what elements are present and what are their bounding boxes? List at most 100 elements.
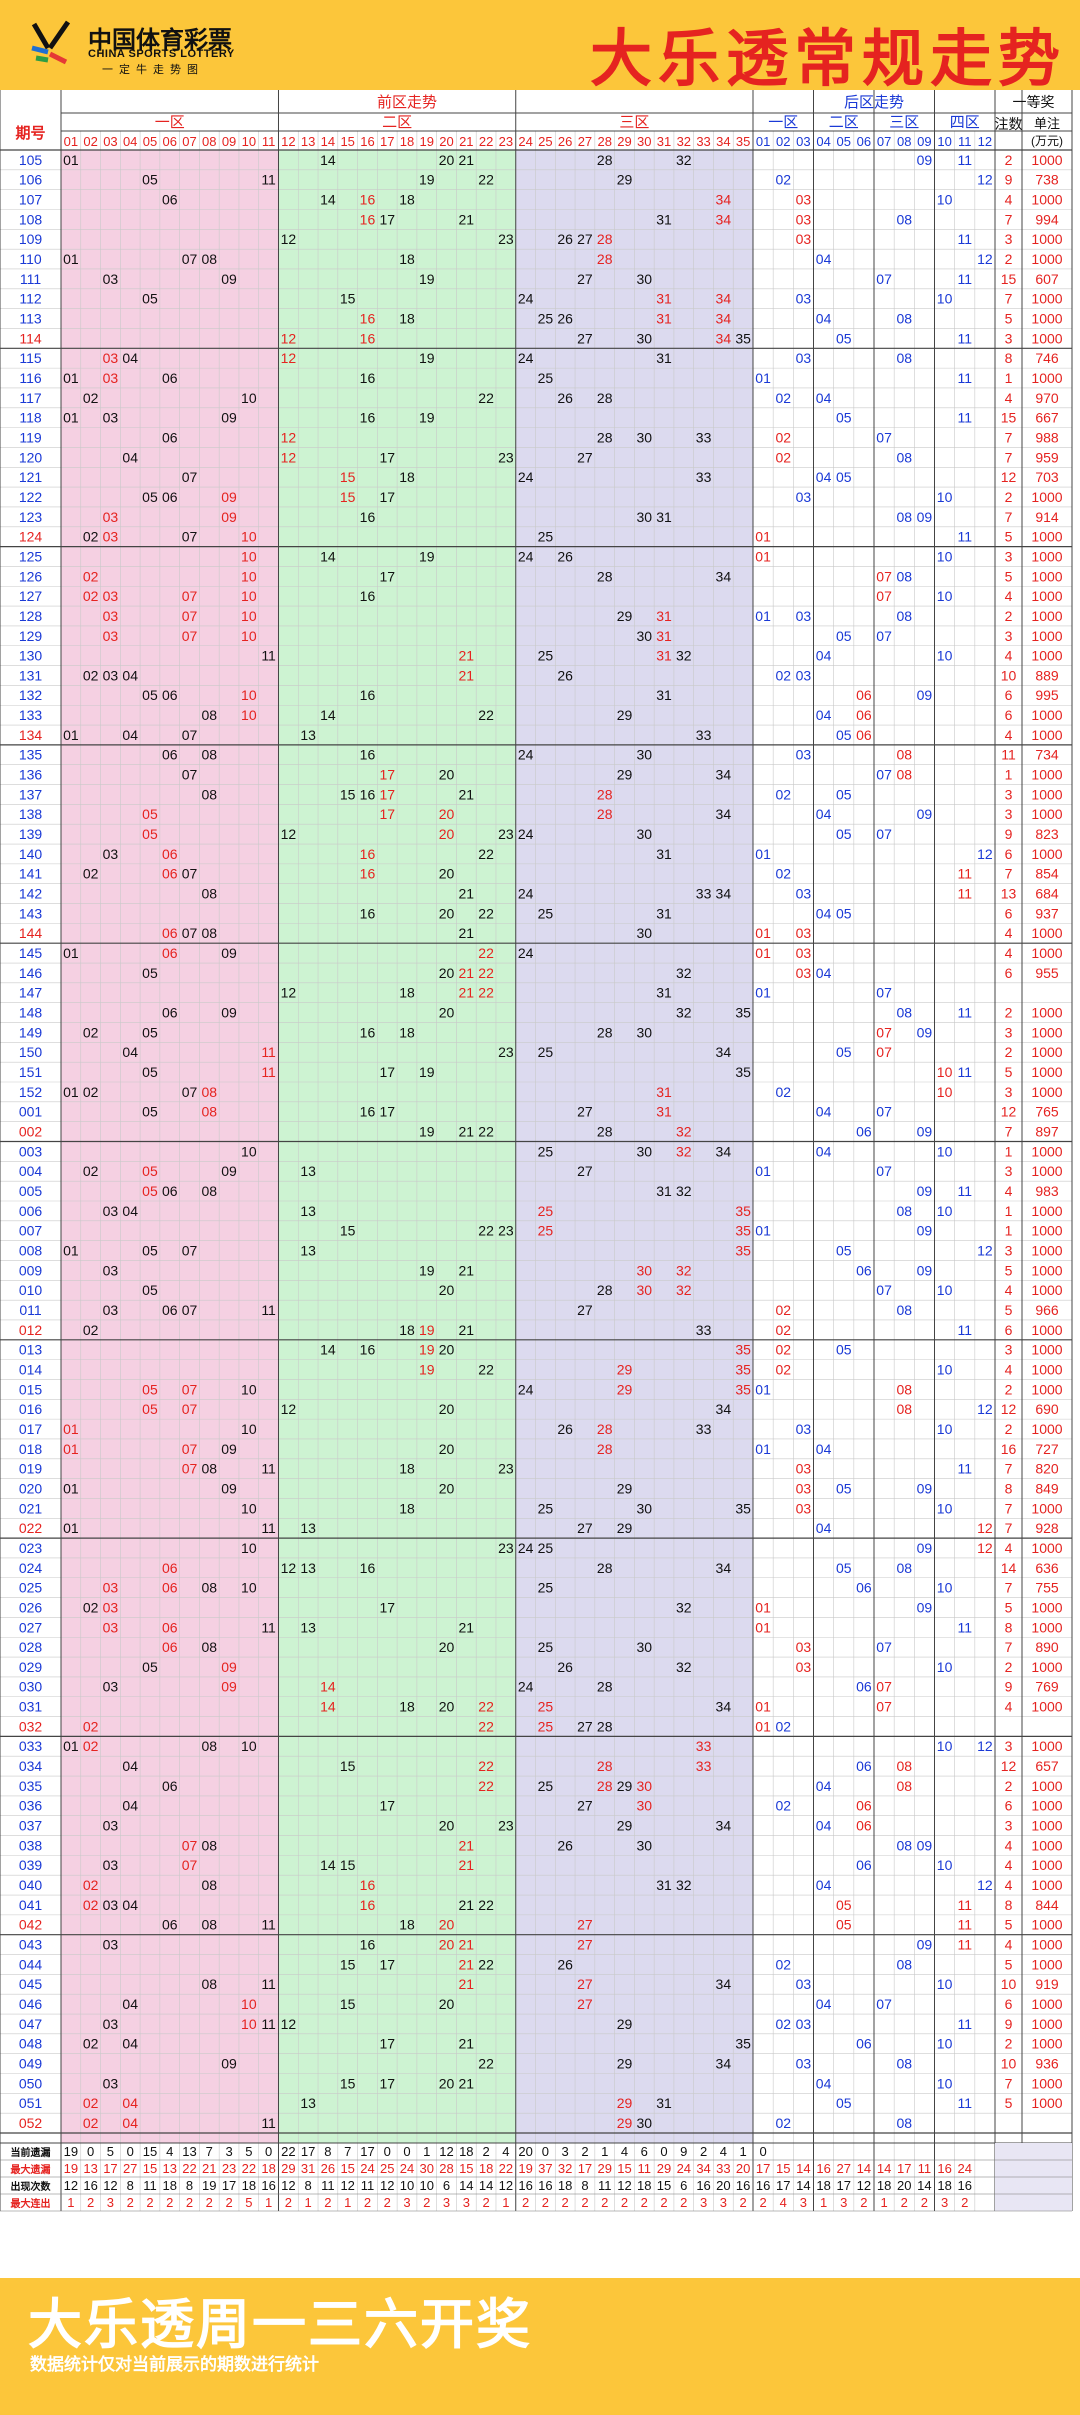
front-number-header: 11	[262, 134, 276, 149]
stat-value: 2	[700, 2144, 707, 2159]
period-number: 048	[19, 2036, 43, 2052]
front-ball: 11	[261, 2115, 276, 2131]
stat-value: 14	[917, 2178, 931, 2193]
front-ball: 31	[656, 1183, 672, 1199]
front-ball: 29	[617, 172, 633, 188]
front-number-header: 15	[340, 134, 354, 149]
back-ball: 12	[977, 1401, 993, 1417]
prize-amount: 738	[1035, 172, 1059, 188]
front-ball: 16	[360, 905, 376, 921]
back-number-header: 08	[897, 134, 911, 149]
front-number-header: 31	[657, 134, 671, 149]
back-ball: 04	[816, 905, 832, 921]
prize-amount: 1000	[1031, 1778, 1062, 1794]
prize-amount: 684	[1035, 886, 1059, 902]
front-ball: 07	[182, 727, 198, 743]
front-ball: 22	[478, 1956, 494, 1972]
front-number-header: 32	[677, 134, 691, 149]
front-ball: 08	[201, 1084, 217, 1100]
stat-value: 14	[796, 2161, 810, 2176]
front-number-header: 23	[499, 134, 513, 149]
front-ball: 16	[360, 509, 376, 525]
front-ball: 31	[656, 1104, 672, 1120]
front-ball: 25	[538, 1778, 554, 1794]
back-ball: 02	[775, 390, 791, 406]
stat-value: 16	[937, 2161, 951, 2176]
back-ball: 04	[816, 648, 832, 664]
front-ball: 24	[518, 291, 534, 307]
front-ball: 21	[459, 1837, 475, 1853]
front-ball: 28	[597, 786, 613, 802]
prize-amount: 1000	[1031, 330, 1062, 346]
stat-value: 0	[542, 2144, 549, 2159]
front-ball: 33	[696, 727, 712, 743]
winner-count: 10	[1001, 2056, 1017, 2072]
stat-value: 5	[107, 2144, 114, 2159]
front-ball: 34	[716, 1976, 732, 1992]
front-number-header: 25	[538, 134, 552, 149]
stat-value: 2	[186, 2195, 193, 2210]
front-ball: 20	[439, 866, 455, 882]
stat-value: 24	[677, 2161, 691, 2176]
winner-count: 5	[1005, 310, 1013, 326]
front-ball: 05	[142, 1659, 158, 1675]
back-ball: 06	[856, 1580, 872, 1596]
back-ball: 01	[755, 846, 771, 862]
prize-amount: 1000	[1031, 1084, 1062, 1100]
front-ball: 10	[241, 707, 257, 723]
front-ball: 11	[261, 1976, 276, 1992]
logo-chinese-name: 中国体育彩票	[88, 27, 232, 54]
front-number-header: 24	[518, 134, 532, 149]
front-ball: 33	[696, 1738, 712, 1754]
back-ball: 08	[896, 747, 912, 763]
back-ball: 03	[796, 2056, 812, 2072]
back-ball: 10	[937, 1361, 953, 1377]
winner-count: 3	[1005, 1818, 1013, 1834]
front-ball: 05	[142, 1163, 158, 1179]
page-title: 大乐透常规走势	[589, 26, 1066, 94]
front-ball: 24	[518, 1381, 534, 1397]
back-ball: 08	[896, 211, 912, 227]
stat-label: 最大遗漏	[11, 2163, 51, 2176]
unit-sub-heading: (万元)	[1031, 134, 1063, 148]
front-ball: 01	[63, 1480, 79, 1496]
front-ball: 28	[597, 251, 613, 267]
front-ball: 16	[360, 588, 376, 604]
front-ball: 34	[716, 330, 732, 346]
footer-title: 大乐透周一三六开奖	[28, 2295, 532, 2355]
front-ball: 06	[162, 747, 178, 763]
front-ball: 24	[518, 886, 534, 902]
prize-amount: 1000	[1031, 1738, 1062, 1754]
stat-value: 14	[857, 2161, 871, 2176]
back-ball: 08	[896, 1203, 912, 1219]
back-ball: 10	[937, 1084, 953, 1100]
stat-value: 2	[680, 2195, 687, 2210]
front-ball: 08	[201, 1877, 217, 1893]
front-ball: 07	[182, 1084, 198, 1100]
stat-value: 7	[344, 2144, 351, 2159]
winner-count: 5	[1005, 1956, 1013, 1972]
prize-amount: 1000	[1031, 727, 1062, 743]
front-ball: 19	[419, 1342, 435, 1358]
front-ball: 07	[182, 251, 198, 267]
front-ball: 30	[636, 1024, 652, 1040]
back-ball: 08	[896, 2056, 912, 2072]
prize-amount: 1000	[1031, 1798, 1062, 1814]
stat-value: 3	[562, 2144, 569, 2159]
front-ball: 08	[201, 1639, 217, 1655]
front-ball: 01	[63, 1738, 79, 1754]
prize-amount: 1000	[1031, 1421, 1062, 1437]
front-ball: 29	[617, 2016, 633, 2032]
period-number: 035	[19, 1778, 43, 1794]
front-ball: 31	[656, 291, 672, 307]
back-ball: 02	[775, 172, 791, 188]
front-ball: 30	[636, 1143, 652, 1159]
stat-value: 3	[225, 2144, 232, 2159]
front-ball: 31	[656, 1084, 672, 1100]
front-ball: 03	[103, 1203, 119, 1219]
front-number-header: 21	[459, 134, 473, 149]
front-ball: 02	[83, 1163, 99, 1179]
stat-value: 14	[877, 2161, 891, 2176]
front-number-header: 33	[696, 134, 710, 149]
front-ball: 05	[142, 1024, 158, 1040]
